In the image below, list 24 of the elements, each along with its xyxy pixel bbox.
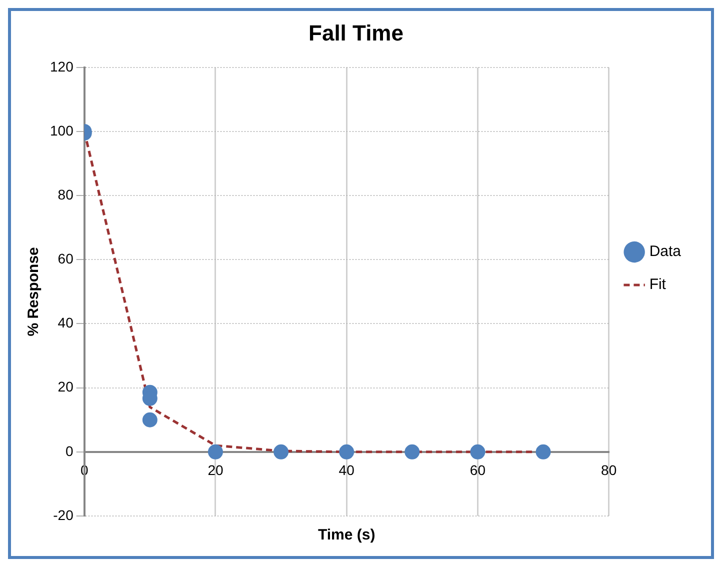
y-tick-label: 100 bbox=[50, 122, 74, 138]
y-tick-label: -20 bbox=[53, 506, 74, 523]
legend-label: Data bbox=[649, 243, 682, 260]
y-tick-label: 60 bbox=[58, 250, 74, 267]
x-tick-label: 80 bbox=[601, 462, 617, 478]
x-axis-title: Time (s) bbox=[318, 526, 376, 544]
x-tick-label: 60 bbox=[470, 462, 486, 478]
point bbox=[274, 444, 289, 460]
point bbox=[142, 412, 158, 428]
legend-label: Fit bbox=[649, 276, 667, 294]
x-tick-label: 20 bbox=[208, 462, 224, 478]
y-axis-title: % Response bbox=[25, 247, 42, 336]
point bbox=[404, 444, 420, 460]
y-tick-label: 40 bbox=[58, 314, 74, 331]
point bbox=[536, 444, 551, 460]
chart-title: Fall Time bbox=[308, 20, 404, 46]
point bbox=[470, 444, 486, 460]
y-tick-label: 20 bbox=[58, 378, 74, 395]
y-tick-label: 120 bbox=[50, 58, 74, 74]
y-tick-label: 80 bbox=[58, 186, 74, 202]
y-tick-label: 0 bbox=[66, 442, 74, 459]
point bbox=[208, 444, 223, 460]
point bbox=[339, 444, 354, 460]
x-tick-label: 40 bbox=[338, 462, 355, 478]
